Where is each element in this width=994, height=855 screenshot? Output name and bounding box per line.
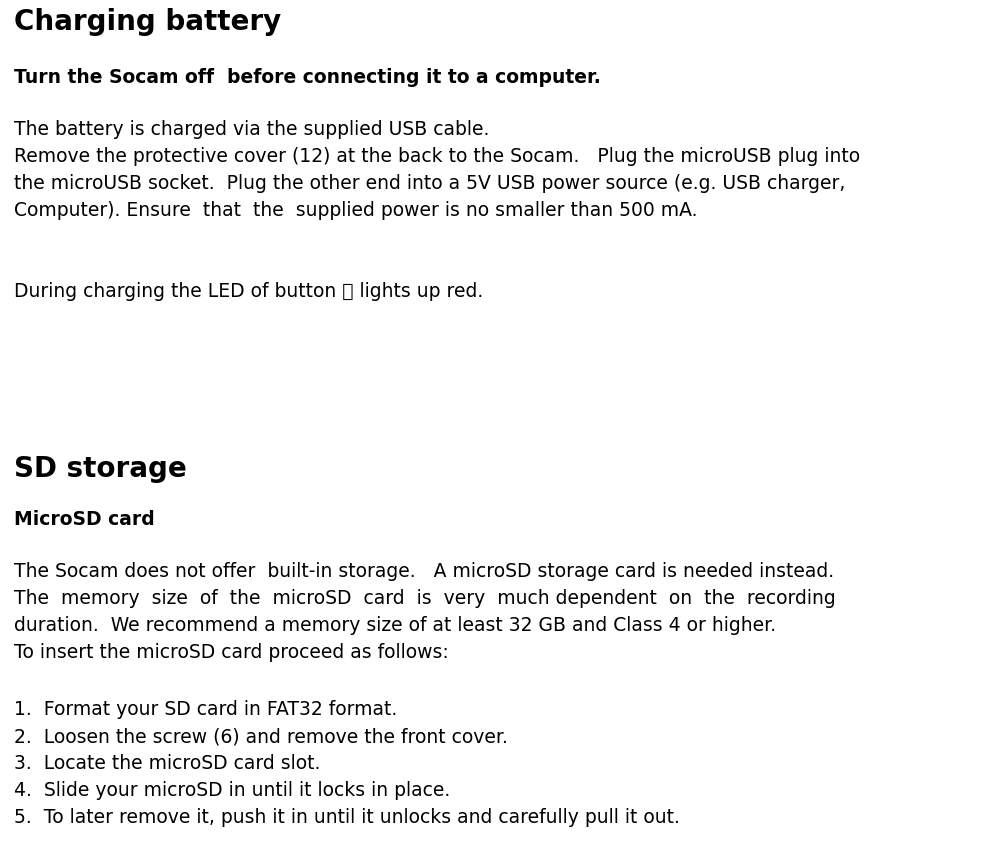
Text: Computer). Ensure  that  the  supplied power is no smaller than 500 mA.: Computer). Ensure that the supplied powe…	[14, 201, 698, 220]
Text: Remove the protective cover (12) at the back to the Socam.   Plug the microUSB p: Remove the protective cover (12) at the …	[14, 147, 860, 166]
Text: 1.  Format your SD card in FAT32 format.: 1. Format your SD card in FAT32 format.	[14, 700, 398, 719]
Text: 3.  Locate the microSD card slot.: 3. Locate the microSD card slot.	[14, 754, 320, 773]
Text: The battery is charged via the supplied USB cable.: The battery is charged via the supplied …	[14, 120, 489, 139]
Text: Turn the Socam off  before connecting it to a computer.: Turn the Socam off before connecting it …	[14, 68, 600, 87]
Text: To insert the microSD card proceed as follows:: To insert the microSD card proceed as fo…	[14, 643, 448, 662]
Text: duration.  We recommend a memory size of at least 32 GB and Class 4 or higher.: duration. We recommend a memory size of …	[14, 616, 776, 635]
Text: 5.  To later remove it, push it in until it unlocks and carefully pull it out.: 5. To later remove it, push it in until …	[14, 808, 680, 827]
Text: SD storage: SD storage	[14, 455, 187, 483]
Text: 4.  Slide your microSD in until it locks in place.: 4. Slide your microSD in until it locks …	[14, 781, 450, 800]
Text: The Socam does not offer  built-in storage.   A microSD storage card is needed i: The Socam does not offer built-in storag…	[14, 562, 834, 581]
Text: 2.  Loosen the screw (6) and remove the front cover.: 2. Loosen the screw (6) and remove the f…	[14, 727, 508, 746]
Text: MicroSD card: MicroSD card	[14, 510, 155, 529]
Text: During charging the LED of button Ⓜ lights up red.: During charging the LED of button Ⓜ ligh…	[14, 282, 483, 301]
Text: Charging battery: Charging battery	[14, 8, 281, 36]
Text: the microUSB socket.  Plug the other end into a 5V USB power source (e.g. USB ch: the microUSB socket. Plug the other end …	[14, 174, 845, 193]
Text: The  memory  size  of  the  microSD  card  is  very  much dependent  on  the  re: The memory size of the microSD card is v…	[14, 589, 836, 608]
